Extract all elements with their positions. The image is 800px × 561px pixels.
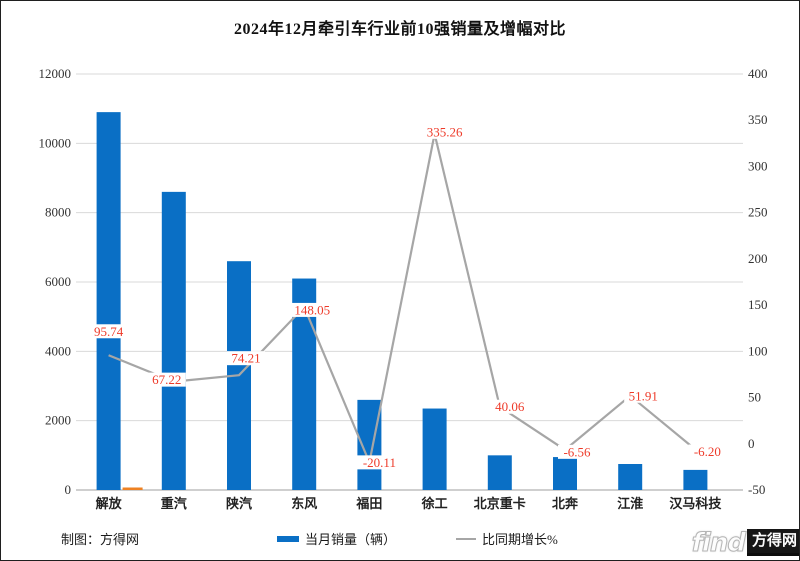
growth-line [108, 133, 697, 467]
value-label-bg [624, 388, 663, 403]
value-label-bg [289, 302, 335, 317]
bar-汉马科技 [683, 469, 708, 490]
bar-重汽 [161, 191, 186, 490]
right-axis-tick-label: -50 [748, 482, 765, 497]
right-axis-tick-label: 200 [748, 251, 768, 266]
right-axis-tick-label: 350 [748, 112, 768, 127]
legend-item-sales: 当月销量（辆） [277, 529, 396, 548]
growth-value-label: -6.56 [563, 444, 591, 459]
credit-text: 制图：方得网 [61, 532, 140, 547]
right-axis-tick-label: 0 [748, 436, 755, 451]
left-axis-tick-label: 10000 [39, 135, 72, 150]
watermark-cjk: 方得网 [746, 529, 799, 556]
category-label-东风: 东风 [291, 496, 317, 511]
growth-value-label: 67.22 [152, 372, 181, 387]
left-axis-tick-label: 6000 [45, 274, 71, 289]
category-label-北京重卡: 北京重卡 [474, 496, 526, 511]
category-label-福田: 福田 [355, 496, 382, 511]
value-label-bg [357, 455, 402, 470]
growth-value-label: 74.21 [231, 351, 260, 366]
bar-解放 [96, 112, 121, 490]
line-series-swatch [456, 537, 476, 540]
growth-value-label: -6.20 [694, 444, 721, 459]
category-label-江淮: 江淮 [617, 496, 643, 511]
category-label-徐工: 徐工 [421, 496, 448, 511]
growth-value-label: 148.05 [294, 302, 330, 317]
value-label-bg [558, 444, 596, 459]
right-axis-tick-label: 300 [748, 158, 768, 173]
bar-徐工 [422, 408, 447, 490]
value-label-bg [490, 399, 529, 414]
value-label-bg [227, 351, 265, 366]
value-label-bg [688, 444, 727, 459]
value-label-bg [89, 324, 128, 339]
anomaly-orange-mark [122, 487, 143, 490]
category-label-陕汽: 陕汽 [226, 496, 252, 511]
legend-line-label: 比同期增长% [482, 532, 558, 547]
watermark-latin: find [691, 527, 746, 558]
category-label-重汽: 重汽 [161, 496, 187, 511]
bar-北京重卡 [487, 455, 512, 490]
bar-北奔 [553, 457, 577, 490]
legend-item-growth: 比同期增长% [456, 529, 558, 548]
category-label-解放: 解放 [95, 496, 123, 511]
value-label-bg [422, 124, 467, 139]
right-axis-tick-label: 400 [748, 66, 768, 81]
growth-value-label: -20.11 [363, 455, 396, 470]
right-axis-tick-label: 100 [748, 343, 768, 358]
category-label-汉马科技: 汉马科技 [669, 496, 722, 511]
growth-value-label: 335.26 [427, 124, 463, 139]
bar-江淮 [618, 464, 643, 490]
site-watermark: find 方得网 [691, 527, 799, 558]
category-label-北奔: 北奔 [552, 496, 579, 511]
right-axis-tick-label: 250 [748, 205, 768, 220]
growth-value-label: 95.74 [94, 324, 124, 339]
growth-value-label: 40.06 [495, 399, 525, 414]
chart-title: 2024年12月牵引车行业前10强销量及增幅对比 [233, 21, 566, 38]
left-axis-tick-label: 8000 [45, 205, 71, 220]
left-axis-tick-label: 0 [65, 482, 72, 497]
right-axis-tick-label: 50 [748, 390, 761, 405]
growth-value-label: 51.91 [629, 388, 658, 403]
left-axis-tick-label: 2000 [45, 413, 71, 428]
right-axis-tick-label: 150 [748, 297, 768, 312]
left-axis-tick-label: 12000 [39, 66, 72, 81]
legend-bar-label: 当月销量（辆） [305, 532, 397, 547]
left-axis-tick-label: 4000 [45, 343, 71, 358]
bar-series-swatch [277, 535, 299, 542]
value-label-bg [147, 372, 186, 387]
